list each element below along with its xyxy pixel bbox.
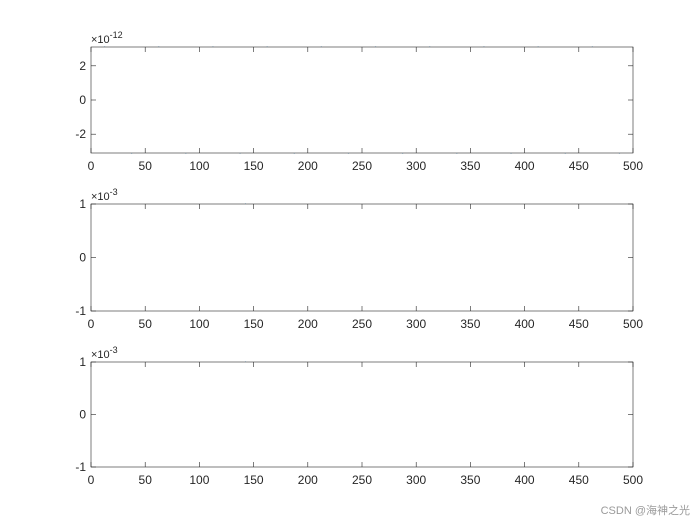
x-tick-label: 0 bbox=[88, 317, 95, 331]
y-tick-label: 0 bbox=[79, 251, 86, 265]
x-tick-label: 0 bbox=[88, 473, 95, 487]
x-tick-label: 300 bbox=[406, 473, 426, 487]
x-tick-label: 400 bbox=[515, 317, 535, 331]
axes-frame bbox=[90, 203, 634, 312]
y-multiplier: ×10-3 bbox=[91, 345, 118, 361]
y-exponent: -3 bbox=[110, 345, 118, 355]
x-tick-label: 450 bbox=[569, 317, 589, 331]
x-tick-label: 500 bbox=[623, 473, 643, 487]
x-tick-label: 50 bbox=[139, 317, 153, 331]
y-tick-label: -1 bbox=[75, 304, 86, 318]
x-tick-label: 300 bbox=[406, 317, 426, 331]
x-tick-label: 350 bbox=[460, 473, 480, 487]
y-tick-label: 0 bbox=[79, 93, 86, 107]
x-tick-label: 50 bbox=[139, 473, 153, 487]
y-tick-label: -1 bbox=[75, 460, 86, 474]
y-tick-label: 1 bbox=[79, 355, 86, 369]
x-tick-label: 500 bbox=[623, 159, 643, 173]
x-tick-label: 450 bbox=[569, 159, 589, 173]
watermark: CSDN @海神之光 bbox=[601, 503, 690, 517]
x-tick-label: 100 bbox=[189, 159, 209, 173]
x-tick-label: 300 bbox=[406, 159, 426, 173]
y-tick-label: -2 bbox=[75, 127, 86, 141]
x-tick-label: 250 bbox=[352, 317, 372, 331]
x-tick-label: 200 bbox=[298, 317, 318, 331]
x-tick-label: 100 bbox=[189, 317, 209, 331]
y-tick-label: 1 bbox=[79, 197, 86, 211]
x-tick-label: 0 bbox=[88, 159, 95, 173]
y-exponent: -12 bbox=[110, 30, 123, 40]
x-tick-label: 250 bbox=[352, 473, 372, 487]
x-tick-label: 50 bbox=[139, 159, 153, 173]
y-tick-label: 0 bbox=[79, 408, 86, 422]
x-tick-label: 500 bbox=[623, 317, 643, 331]
x-tick-label: 350 bbox=[460, 159, 480, 173]
x-tick-label: 150 bbox=[244, 317, 264, 331]
y-multiplier: ×10-12 bbox=[91, 30, 123, 46]
subplot: 0 50 100 150 200 250 300 350 400 450 500-101 ×10-3 bbox=[75, 187, 643, 331]
x-tick-label: 200 bbox=[298, 473, 318, 487]
subplot: 0 50 100 150 200 250 300 350 400 450 500 -2 0 2 ×10-12 bbox=[75, 30, 643, 173]
x-tick-label: 400 bbox=[515, 159, 535, 173]
y-exponent: -3 bbox=[110, 187, 118, 197]
axes-frame bbox=[90, 361, 634, 468]
axes-frame bbox=[90, 46, 634, 154]
y-multiplier: ×10-3 bbox=[91, 187, 118, 203]
subplot: 0 50 100 150 200 250 300 350 400 450 500-101 ×10-3 bbox=[75, 345, 643, 487]
x-tick-label: 350 bbox=[460, 317, 480, 331]
x-tick-label: 450 bbox=[569, 473, 589, 487]
y-tick-label: 2 bbox=[79, 59, 86, 73]
x-tick-label: 100 bbox=[189, 473, 209, 487]
x-tick-label: 200 bbox=[298, 159, 318, 173]
x-tick-label: 400 bbox=[515, 473, 535, 487]
x-tick-label: 250 bbox=[352, 159, 372, 173]
x-tick-label: 150 bbox=[244, 473, 264, 487]
x-tick-label: 150 bbox=[244, 159, 264, 173]
